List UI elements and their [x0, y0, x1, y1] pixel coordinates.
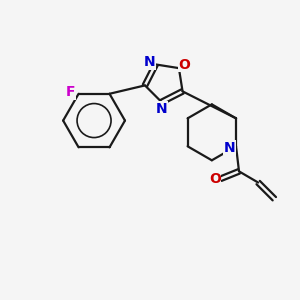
Text: O: O: [209, 172, 221, 186]
Text: F: F: [66, 85, 75, 99]
Text: N: N: [143, 55, 155, 69]
Text: O: O: [178, 58, 190, 72]
Text: N: N: [224, 141, 236, 155]
Text: N: N: [156, 101, 167, 116]
